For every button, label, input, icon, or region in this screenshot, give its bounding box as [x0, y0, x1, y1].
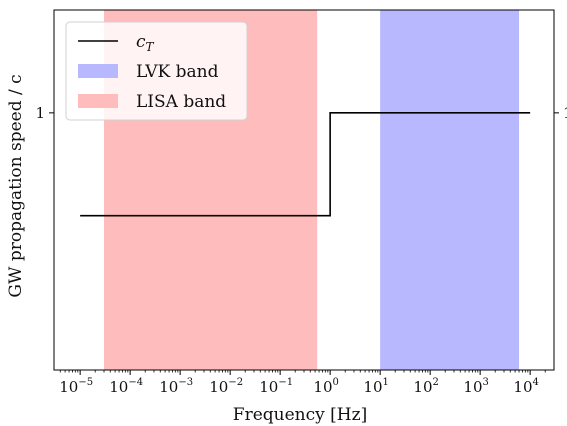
legend-label-ct-base: c: [136, 32, 146, 52]
x-tick-label: 103: [463, 377, 488, 396]
x-tick-base: 10: [209, 378, 228, 396]
y-tick-label-right: 1: [563, 104, 567, 122]
legend-label-ct: cT: [136, 32, 155, 54]
x-tick-label: 10−1: [259, 377, 293, 396]
x-tick-label: 104: [513, 377, 538, 396]
x-tick-label: 100: [313, 377, 338, 396]
x-tick-exponent: −2: [228, 377, 243, 388]
x-tick-exponent: −5: [78, 377, 93, 388]
legend-label-ct-sub: T: [146, 40, 155, 54]
x-tick-exponent: −1: [278, 377, 293, 388]
legend-label-lvk-band: LVK band: [136, 62, 219, 82]
x-tick-base: 10: [259, 378, 278, 396]
x-tick-exponent: 0: [333, 377, 339, 388]
x-tick-base: 10: [59, 378, 78, 396]
x-axis-label: Frequency [Hz]: [233, 405, 367, 425]
x-tick-label: 10−4: [109, 377, 143, 396]
x-tick-base: 10: [513, 378, 532, 396]
series-line-ct: [80, 112, 531, 217]
x-tick-exponent: 3: [483, 377, 489, 388]
x-tick-exponent: 2: [433, 377, 439, 388]
x-tick-exponent: 4: [533, 377, 539, 388]
x-tick-label: 10−3: [159, 377, 193, 396]
legend-swatch-lisa-band: [78, 94, 118, 108]
x-tick-exponent: 1: [383, 377, 389, 388]
x-tick-base: 10: [313, 378, 332, 396]
band-lvk-band: [380, 10, 520, 370]
y-axis-label: GW propagation speed / c: [6, 74, 26, 297]
x-tick-label: 102: [413, 377, 438, 396]
x-tick-label: 10−2: [209, 377, 243, 396]
x-tick-exponent: −4: [128, 377, 143, 388]
x-tick-label: 101: [363, 377, 388, 396]
legend-label-lisa-band: LISA band: [136, 92, 226, 112]
legend: cT LVK band LISA band: [65, 21, 248, 121]
x-tick-label: 10−5: [59, 377, 93, 396]
x-tick-base: 10: [109, 378, 128, 396]
x-tick-exponent: −3: [178, 377, 193, 388]
x-tick-base: 10: [363, 378, 382, 396]
ticks-layer: 10−510−410−310−210−110010110210310411: [35, 104, 567, 396]
y-tick-label-left: 1: [35, 104, 45, 122]
x-tick-base: 10: [463, 378, 482, 396]
series-layer: [80, 112, 531, 217]
legend-swatch-lvk-band: [78, 64, 118, 78]
x-tick-base: 10: [159, 378, 178, 396]
x-tick-base: 10: [413, 378, 432, 396]
